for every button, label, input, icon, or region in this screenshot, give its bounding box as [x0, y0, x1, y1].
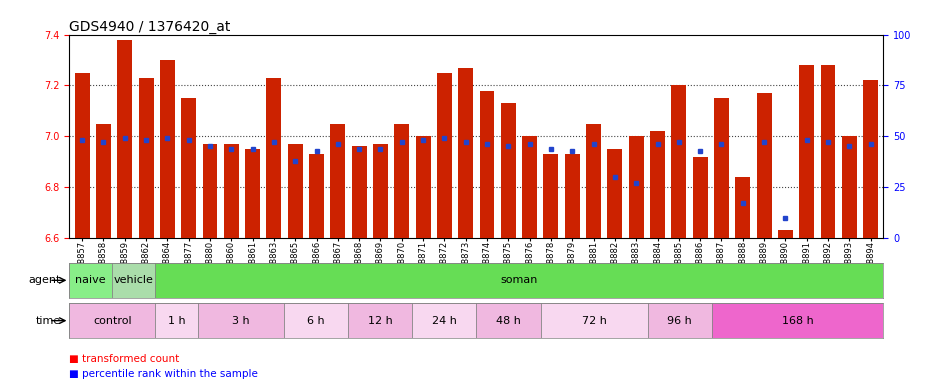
Bar: [160, 60, 175, 238]
Bar: [712, 303, 883, 338]
Bar: [415, 136, 430, 238]
Bar: [330, 124, 345, 238]
Text: control: control: [92, 316, 131, 326]
Bar: [203, 144, 217, 238]
Bar: [96, 124, 111, 238]
Text: ■ percentile rank within the sample: ■ percentile rank within the sample: [69, 369, 258, 379]
Bar: [139, 78, 154, 238]
Bar: [373, 144, 388, 238]
Bar: [284, 303, 348, 338]
Bar: [540, 303, 647, 338]
Text: 3 h: 3 h: [232, 316, 250, 326]
Bar: [672, 85, 686, 238]
Bar: [778, 230, 793, 238]
Text: 96 h: 96 h: [668, 316, 692, 326]
Bar: [523, 136, 537, 238]
Bar: [714, 98, 729, 238]
Bar: [117, 40, 132, 238]
Bar: [69, 303, 155, 338]
Bar: [648, 303, 712, 338]
Text: naive: naive: [76, 275, 106, 285]
Text: 72 h: 72 h: [582, 316, 607, 326]
Bar: [608, 149, 623, 238]
Bar: [842, 136, 857, 238]
Bar: [476, 303, 540, 338]
Bar: [820, 65, 835, 238]
Bar: [155, 263, 883, 298]
Bar: [863, 80, 878, 238]
Bar: [650, 131, 665, 238]
Bar: [394, 124, 409, 238]
Text: 12 h: 12 h: [367, 316, 392, 326]
Bar: [75, 73, 90, 238]
Text: vehicle: vehicle: [114, 275, 154, 285]
Bar: [479, 91, 495, 238]
Text: 6 h: 6 h: [307, 316, 325, 326]
Text: 24 h: 24 h: [432, 316, 457, 326]
Bar: [500, 103, 516, 238]
Bar: [198, 303, 284, 338]
Text: 48 h: 48 h: [496, 316, 521, 326]
Bar: [155, 303, 198, 338]
Bar: [69, 263, 112, 298]
Bar: [565, 154, 580, 238]
Text: agent: agent: [29, 275, 61, 285]
Bar: [266, 78, 281, 238]
Text: 168 h: 168 h: [782, 316, 814, 326]
Bar: [413, 303, 476, 338]
Bar: [352, 146, 366, 238]
Bar: [348, 303, 413, 338]
Bar: [112, 263, 155, 298]
Bar: [544, 154, 559, 238]
Bar: [735, 177, 750, 238]
Text: GDS4940 / 1376420_at: GDS4940 / 1376420_at: [69, 20, 230, 33]
Text: 1 h: 1 h: [167, 316, 185, 326]
Bar: [629, 136, 644, 238]
Text: time: time: [36, 316, 61, 326]
Bar: [693, 157, 708, 238]
Bar: [757, 93, 771, 238]
Bar: [309, 154, 324, 238]
Bar: [288, 144, 302, 238]
Bar: [181, 98, 196, 238]
Bar: [586, 124, 601, 238]
Text: ■ transformed count: ■ transformed count: [69, 354, 179, 364]
Bar: [437, 73, 452, 238]
Text: soman: soman: [500, 275, 538, 285]
Bar: [245, 149, 260, 238]
Bar: [799, 65, 814, 238]
Bar: [224, 144, 239, 238]
Bar: [458, 68, 474, 238]
